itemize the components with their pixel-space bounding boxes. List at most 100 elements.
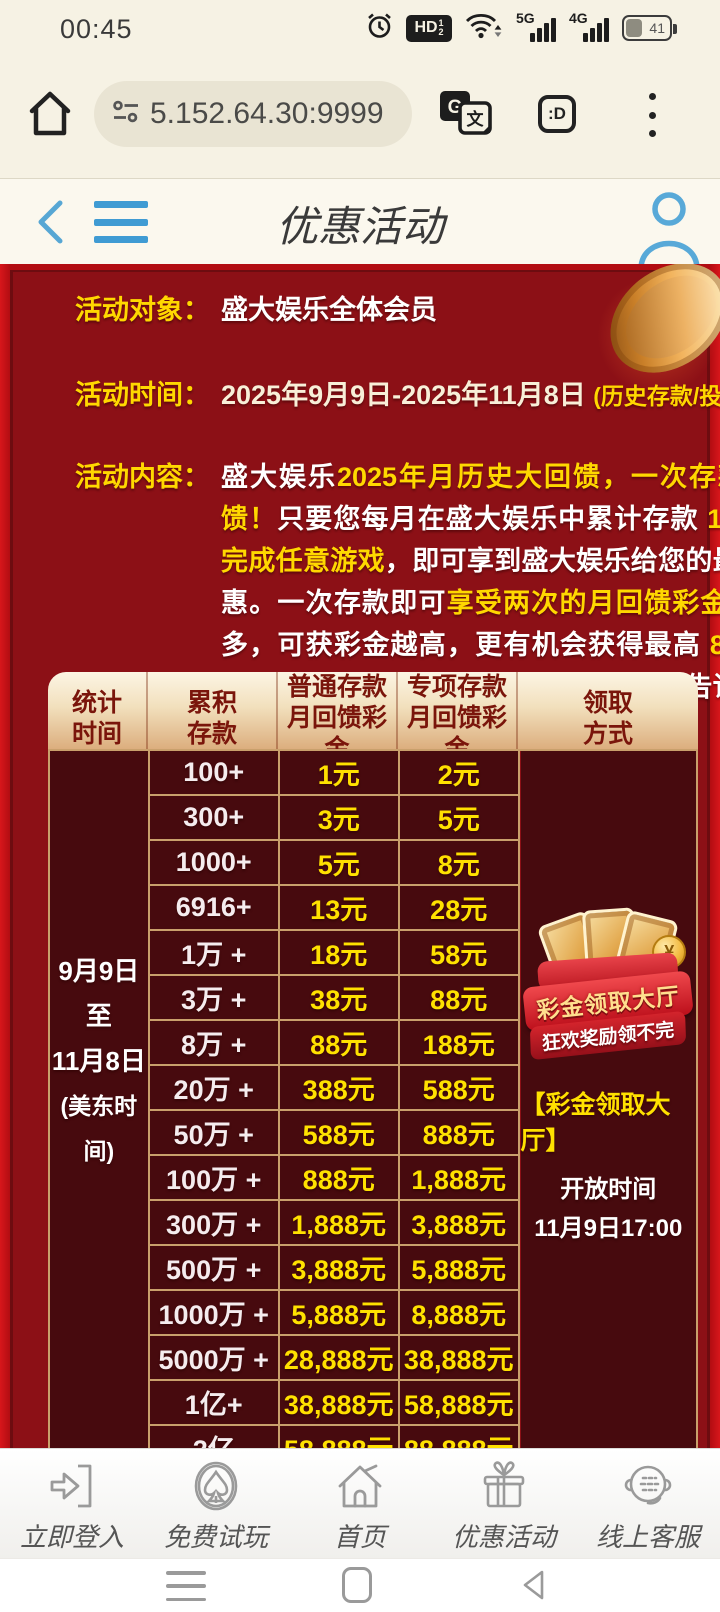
table-row: 1亿+ 38,888元 58,888元 bbox=[149, 1381, 521, 1426]
promo-content-area: 活动对象： 盛大娱乐全体会员 活动时间： 2025年9月9日-2025年11月8… bbox=[0, 264, 720, 1448]
battery-icon: 41 bbox=[622, 15, 677, 41]
promo-target-line: 活动对象： 盛大娱乐全体会员 bbox=[75, 288, 720, 327]
nav-item-login[interactable]: 立即登入 bbox=[0, 1449, 144, 1559]
table-cell-deposit: 100万 + bbox=[149, 1156, 280, 1201]
promo-content-segment: 享受两次的月回馈彩金 bbox=[446, 588, 720, 618]
table-header-cell: 普通存款 月回馈彩金 bbox=[278, 672, 398, 749]
site-info-icon[interactable] bbox=[112, 99, 140, 130]
promo-content-segment: 100 元 + bbox=[707, 504, 720, 534]
table-period-cell: 9月9日至 11月8日 (美东时间) bbox=[50, 751, 150, 1448]
browser-toolbar: 5.152.64.30:9999 G 文 :D bbox=[0, 55, 720, 178]
hamburger-menu-button[interactable] bbox=[94, 201, 148, 243]
promo-content-segment: 只要您每月在盛大娱乐中累计存款 bbox=[277, 504, 708, 534]
table-cell-special: 58,888元 bbox=[399, 1381, 520, 1426]
translate-button[interactable]: G 文 bbox=[438, 89, 494, 141]
nav-item-label: 立即登入 bbox=[19, 1523, 124, 1552]
table-cell-deposit: 500万 + bbox=[149, 1246, 280, 1291]
android-navigation-bar bbox=[0, 1558, 720, 1612]
period-line: (美东时间) bbox=[60, 1093, 138, 1164]
table-cell-special: 888元 bbox=[399, 1111, 520, 1156]
table-cell-normal: 28,888元 bbox=[279, 1336, 400, 1381]
table-cell-deposit: 300万 + bbox=[149, 1201, 280, 1246]
promo-time-label: 活动时间： bbox=[75, 380, 210, 410]
nav-item-support[interactable]: 线上客服 bbox=[576, 1449, 720, 1559]
table-row: 100万 +888元 1,888元 bbox=[149, 1156, 521, 1201]
promo-time-value: 2025年9月9日-2025年11月8日 bbox=[221, 380, 586, 410]
table-cell-normal: 1,888元 bbox=[279, 1201, 400, 1246]
table-cell-deposit: 1万 + bbox=[149, 931, 280, 976]
browser-home-button[interactable] bbox=[26, 87, 74, 139]
table-cell-deposit: 20万 + bbox=[149, 1066, 280, 1111]
back-button[interactable] bbox=[34, 199, 66, 245]
promo-time-note: (历史存款/投注累计) bbox=[593, 383, 720, 409]
promo-content-segment: 盛大娱乐 bbox=[221, 462, 337, 492]
address-bar[interactable]: 5.152.64.30:9999 bbox=[94, 81, 412, 147]
table-row: 5000万 +28,888元 38,888元 bbox=[149, 1336, 521, 1381]
period-line: 至 bbox=[85, 1001, 112, 1031]
table-cell-deposit: 2亿 bbox=[149, 1426, 280, 1448]
table-cell-deposit: 6916+ bbox=[149, 886, 280, 931]
promo-content-segment: ，即可享到盛大娱乐给您的最大福利优惠。一次存款即可 bbox=[221, 546, 720, 618]
table-cell-deposit: 300+ bbox=[149, 796, 280, 841]
table-row: 2亿58,888元88,888元 bbox=[149, 1426, 521, 1448]
table-cell-normal: 5,888元 bbox=[279, 1291, 400, 1336]
nav-item-free-play[interactable]: 免费试玩 bbox=[144, 1449, 288, 1559]
table-row: 50万 +588元 888元 bbox=[149, 1111, 521, 1156]
table-cell-normal: 38,888元 bbox=[279, 1381, 400, 1426]
signal-5g-icon: 5G bbox=[516, 10, 556, 44]
table-cell-special: 58元 bbox=[399, 931, 520, 976]
table-row: 1000万 +5,888元 8,888元 bbox=[149, 1291, 521, 1336]
bonus-hall-badge[interactable]: ¥ 彩金领取大厅 狂欢奖励领不完 bbox=[522, 901, 695, 1069]
spade-icon bbox=[188, 1455, 244, 1517]
table-cell-deposit: 1亿+ bbox=[149, 1381, 280, 1426]
table-row: 300万 +1,888元 3,888元 bbox=[149, 1201, 521, 1246]
android-back-button[interactable] bbox=[518, 1569, 550, 1601]
user-account-button[interactable] bbox=[636, 187, 702, 265]
promo-target-value: 盛大娱乐全体会员 bbox=[221, 295, 437, 325]
period-line: 11月8日 bbox=[51, 1046, 146, 1076]
table-cell-special: 5,888元 bbox=[399, 1246, 520, 1291]
nav-item-home[interactable]: 首页 bbox=[288, 1449, 432, 1559]
claim-hall-text: 【彩金领取大厅】 bbox=[520, 1091, 671, 1155]
deposit-rows: 100+ 1元 2元 300+ 3元 5元 1000+ 5元 8元 6916+ 13元 28元 1万 +… bbox=[149, 751, 521, 1448]
table-row: 8万 +88元 188元 bbox=[149, 1021, 521, 1066]
promo-content-segment: 完成任意游戏 bbox=[221, 546, 385, 576]
table-row: 1000+ 5元 8元 bbox=[149, 841, 521, 886]
wifi-icon bbox=[465, 11, 503, 46]
table-cell-deposit: 8万 + bbox=[149, 1021, 280, 1066]
table-cell-special: 28元 bbox=[399, 886, 520, 931]
table-cell-normal: 1元 bbox=[279, 751, 400, 796]
page-title: 优惠活动 bbox=[275, 205, 444, 251]
customer-service-icon bbox=[620, 1455, 676, 1517]
nav-item-label: 免费试玩 bbox=[163, 1523, 268, 1552]
android-home-button[interactable] bbox=[342, 1567, 372, 1603]
table-cell-deposit: 3万 + bbox=[149, 976, 280, 1021]
table-cell-special: 3,888元 bbox=[399, 1201, 520, 1246]
period-line: 9月9日 bbox=[58, 956, 140, 986]
clock-time: 00:45 bbox=[60, 14, 133, 44]
login-icon bbox=[44, 1455, 100, 1517]
tab-switcher-button[interactable]: :D bbox=[538, 95, 576, 133]
nav-item-label: 首页 bbox=[333, 1523, 386, 1552]
bottom-navigation: 立即登入 免费试玩 首页 优惠活动 线上客服 bbox=[0, 1448, 720, 1559]
table-cell-deposit: 1000+ bbox=[149, 841, 280, 886]
table-cell-deposit: 5000万 + bbox=[149, 1336, 280, 1381]
table-cell-normal: 38元 bbox=[279, 976, 400, 1021]
table-cell-deposit: 100+ bbox=[149, 751, 280, 796]
table-header-cell: 专项存款 月回馈彩金 bbox=[398, 672, 518, 749]
url-text: 5.152.64.30:9999 bbox=[150, 97, 384, 130]
android-menu-button[interactable] bbox=[166, 1571, 206, 1601]
table-cell-special: 8,888元 bbox=[399, 1291, 520, 1336]
table-cell-normal: 58,888元 bbox=[279, 1426, 400, 1448]
nav-item-promotions[interactable]: 优惠活动 bbox=[432, 1449, 576, 1559]
table-cell-special: 5元 bbox=[399, 796, 520, 841]
table-cell-normal: 18元 bbox=[279, 931, 400, 976]
table-cell-special: 8元 bbox=[399, 841, 520, 886]
nav-item-label: 优惠活动 bbox=[451, 1523, 556, 1552]
gift-icon bbox=[476, 1455, 532, 1517]
browser-menu-button[interactable] bbox=[644, 91, 660, 139]
table-cell-normal: 3,888元 bbox=[279, 1246, 400, 1291]
